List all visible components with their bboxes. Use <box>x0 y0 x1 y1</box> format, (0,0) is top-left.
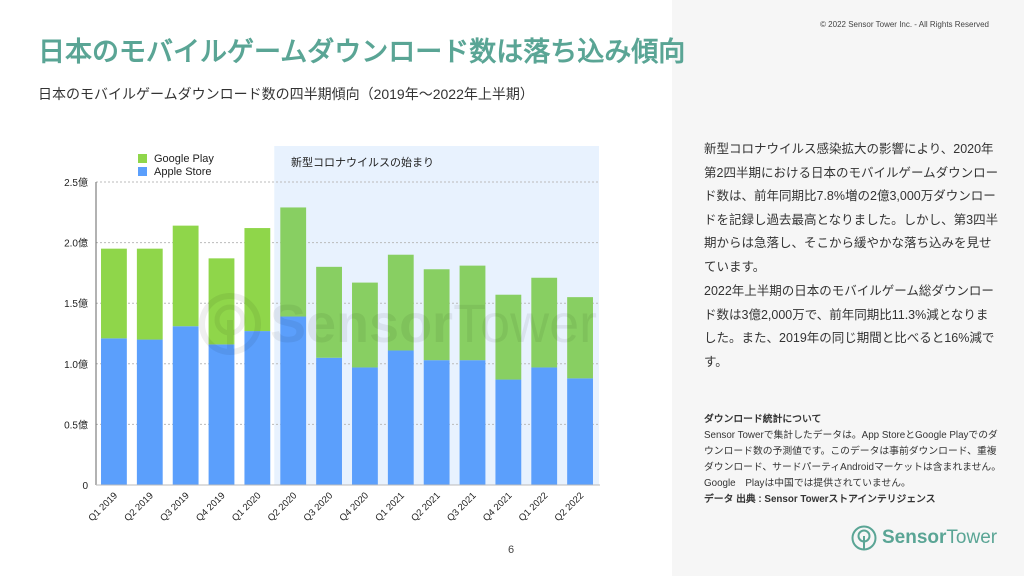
download-stats-note: ダウンロード統計について Sensor Towerで集計したデータは。App S… <box>704 412 1004 508</box>
y-tick-label: 2.5億 <box>64 176 88 189</box>
logo-text: SensorTower <box>882 527 997 549</box>
note-source: データ 出典 : Sensor Towerストアインテリジェンス <box>704 494 936 505</box>
analysis-paragraph-1: 新型コロナウイルス感染拡大の影響により、2020年第2四半期における日本のモバイ… <box>704 142 999 274</box>
bar-apple-store <box>172 326 199 485</box>
x-tick-label: Q2 2020 <box>266 490 300 524</box>
note-title: ダウンロード統計について <box>704 414 822 425</box>
right-panel <box>672 0 1024 576</box>
covid-annotation-label: 新型コロナウイルスの始まり <box>291 157 434 169</box>
legend-item-apple-store: Apple Store <box>138 165 214 178</box>
bar-google-play <box>459 265 486 361</box>
x-tick-label: Q3 2021 <box>445 490 479 524</box>
x-tick-label: Q3 2020 <box>302 490 336 524</box>
bar-google-play <box>495 294 522 380</box>
watermark-text: SensorTower <box>270 293 597 355</box>
bar-apple-store <box>244 331 271 485</box>
chart-subtitle: 日本のモバイルゲームダウンロード数の四半期傾向（2019年〜2022年上半期） <box>38 86 534 102</box>
legend-swatch-apple-store <box>138 167 147 176</box>
sensor-tower-watermark-icon <box>199 293 261 355</box>
sensor-tower-logo: SensorTower <box>851 525 997 551</box>
y-tick-label: 1.5億 <box>64 297 88 310</box>
y-tick-label: 0 <box>82 481 88 492</box>
x-tick-label: Q2 2019 <box>122 490 156 524</box>
bar-google-play <box>280 207 307 317</box>
logo-text-bold: Sensor <box>882 527 947 548</box>
bar-apple-store <box>495 379 522 485</box>
logo-text-light: Tower <box>946 527 998 548</box>
bar-google-play <box>352 282 378 368</box>
bar-apple-store <box>316 357 342 485</box>
bar-google-play <box>101 248 127 339</box>
bar-apple-store <box>352 367 378 485</box>
watermark-text-bold: Sensor <box>270 294 454 354</box>
bar-apple-store <box>280 316 307 485</box>
x-tick-label: Q4 2020 <box>337 490 371 524</box>
bar-apple-store <box>531 367 558 485</box>
bar-apple-store <box>101 338 127 485</box>
x-tick-label: Q4 2021 <box>481 490 515 524</box>
x-tick-label: Q1 2021 <box>373 490 407 524</box>
legend-swatch-google-play <box>138 154 147 163</box>
bar-google-play <box>423 269 450 361</box>
bar-google-play <box>387 254 414 351</box>
x-tick-label: Q2 2021 <box>409 490 443 524</box>
legend-label-apple-store: Apple Store <box>154 165 212 178</box>
legend-label-google-play: Google Play <box>154 152 214 165</box>
bar-google-play <box>208 258 235 345</box>
x-tick-label: Q4 2019 <box>194 490 228 524</box>
y-tick-label: 2.0億 <box>64 237 88 250</box>
bar-google-play <box>567 297 593 379</box>
copyright: © 2022 Sensor Tower Inc. - All Rights Re… <box>820 20 989 29</box>
watermark: SensorTower <box>198 292 597 356</box>
bar-google-play <box>531 277 558 368</box>
watermark-text-light: Tower <box>453 294 598 354</box>
analysis-paragraph-2: 2022年上半期の日本のモバイルゲーム総ダウンロード数は3億2,000万で、前年… <box>704 284 995 369</box>
bar-apple-store <box>459 360 486 485</box>
x-tick-label: Q1 2019 <box>86 490 120 524</box>
sensor-tower-logo-icon <box>851 525 877 551</box>
bar-apple-store <box>423 360 450 485</box>
page-title: 日本のモバイルゲームダウンロード数は落ち込み傾向 <box>38 37 686 67</box>
note-text: Sensor Towerで集計したデータは。App StoreとGoogle P… <box>704 430 1002 489</box>
bar-apple-store <box>136 339 163 485</box>
y-tick-label: 1.0億 <box>64 358 88 371</box>
bar-apple-store <box>208 344 235 485</box>
bar-google-play <box>316 266 342 358</box>
x-tick-label: Q1 2022 <box>517 490 551 524</box>
bar-apple-store <box>387 350 414 485</box>
x-tick-label: Q2 2022 <box>553 490 587 524</box>
bar-google-play <box>172 225 199 327</box>
bar-google-play <box>136 248 163 340</box>
bar-google-play <box>244 228 271 332</box>
page-number: 6 <box>508 544 515 556</box>
bar-apple-store <box>567 378 593 485</box>
x-tick-label: Q3 2019 <box>158 490 192 524</box>
x-tick-label: Q1 2020 <box>230 490 264 524</box>
y-tick-label: 0.5億 <box>64 418 88 431</box>
legend-item-google-play: Google Play <box>138 152 214 165</box>
chart-legend: Google Play Apple Store <box>138 152 214 178</box>
